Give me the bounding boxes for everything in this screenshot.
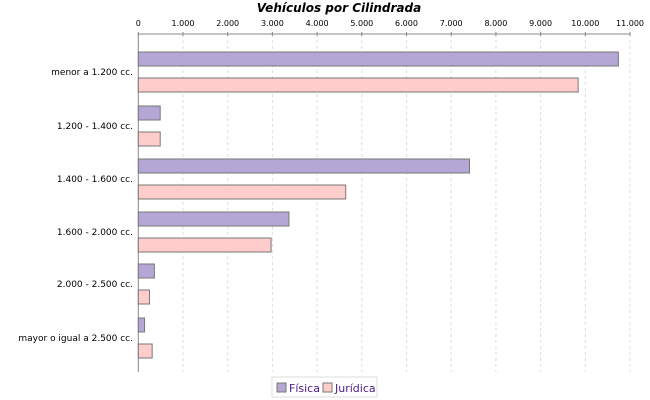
legend: Física Jurídica [271,376,378,398]
bar-juridica [137,131,161,147]
legend-label-fisica: Física [289,382,320,395]
x-tick-label: 9.000 [529,19,552,28]
bar-juridica [137,343,153,359]
x-tick-label: 6.000 [395,19,418,28]
bar-juridica [137,184,347,200]
bar-juridica [137,289,150,305]
bar-juridica [137,237,272,253]
x-tick-label: 2.000 [216,19,239,28]
bar-fisica [137,317,146,333]
category-label: 1.600 - 2.000 cc. [57,228,133,238]
bar-fisica [137,263,155,279]
bar-fisica [137,51,619,67]
x-tick-label: 1.000 [172,19,195,28]
category-label: mayor o igual a 2.500 cc. [18,334,133,344]
category-label: 1.400 - 1.600 cc. [57,175,133,185]
x-tick-label: 0 [136,19,141,28]
bar-fisica [137,158,471,174]
x-tick-label: 5.000 [350,19,373,28]
category-label: menor a 1.200 cc. [51,68,133,78]
bar-juridica [137,77,579,93]
category-label: 2.000 - 2.500 cc. [57,280,133,290]
x-tick-label: 11.000 [616,19,644,28]
x-tick-label: 4.000 [306,19,329,28]
x-tick-label: 8.000 [484,19,507,28]
x-tick-label: 10.000 [571,19,599,28]
bar-fisica [137,211,290,227]
legend-swatch-fisica [276,382,287,393]
x-tick-label: 3.000 [261,19,284,28]
legend-swatch-juridica [322,382,333,393]
bar-fisica [137,105,161,121]
category-label: 1.200 - 1.400 cc. [57,122,133,132]
x-tick-label: 7.000 [440,19,463,28]
legend-label-juridica: Jurídica [334,382,376,395]
chart-title: Vehículos por Cilindrada [257,1,421,15]
